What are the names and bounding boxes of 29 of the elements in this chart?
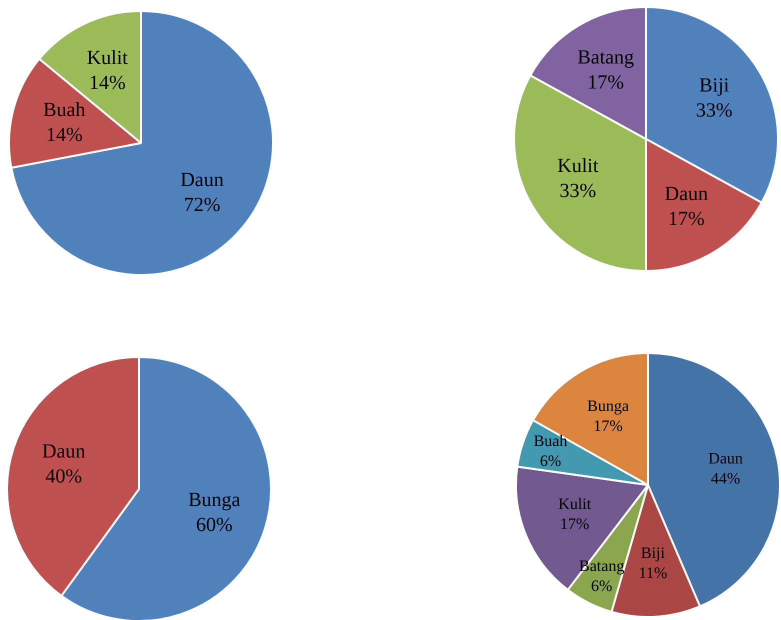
data-label: 17% (587, 72, 624, 94)
data-label: 17% (593, 418, 623, 435)
data-label: 33% (696, 99, 733, 122)
data-label: 72% (184, 194, 220, 216)
slice-label: Bunga (188, 489, 241, 512)
slice-label: Daun (708, 450, 743, 468)
slice-label: Daun (180, 169, 224, 192)
data-label: 40% (45, 465, 82, 488)
slice-label: Biji (699, 74, 730, 96)
slice-label: Kulit (557, 155, 599, 178)
slice-label: Kulit (86, 47, 128, 70)
slice-label: Buah (534, 433, 568, 450)
data-label: 11% (638, 565, 668, 582)
slice-label: Biji (640, 545, 666, 562)
data-label: 33% (559, 180, 596, 202)
data-label: 6% (540, 453, 562, 470)
slice-label: Kulit (558, 496, 592, 514)
data-label: 14% (88, 72, 126, 94)
data-label: 17% (560, 516, 590, 534)
slice-label: Daun (42, 440, 86, 462)
data-label: 17% (668, 208, 705, 230)
slice-label: Daun (664, 182, 708, 205)
slice-label: Bunga (587, 398, 629, 415)
slice-label: Batang (577, 46, 634, 69)
data-label: 6% (591, 578, 612, 596)
data-label: 14% (46, 124, 83, 146)
slice-label: Buah (43, 99, 86, 122)
data-label: 44% (710, 470, 740, 488)
data-label: 60% (196, 514, 233, 536)
